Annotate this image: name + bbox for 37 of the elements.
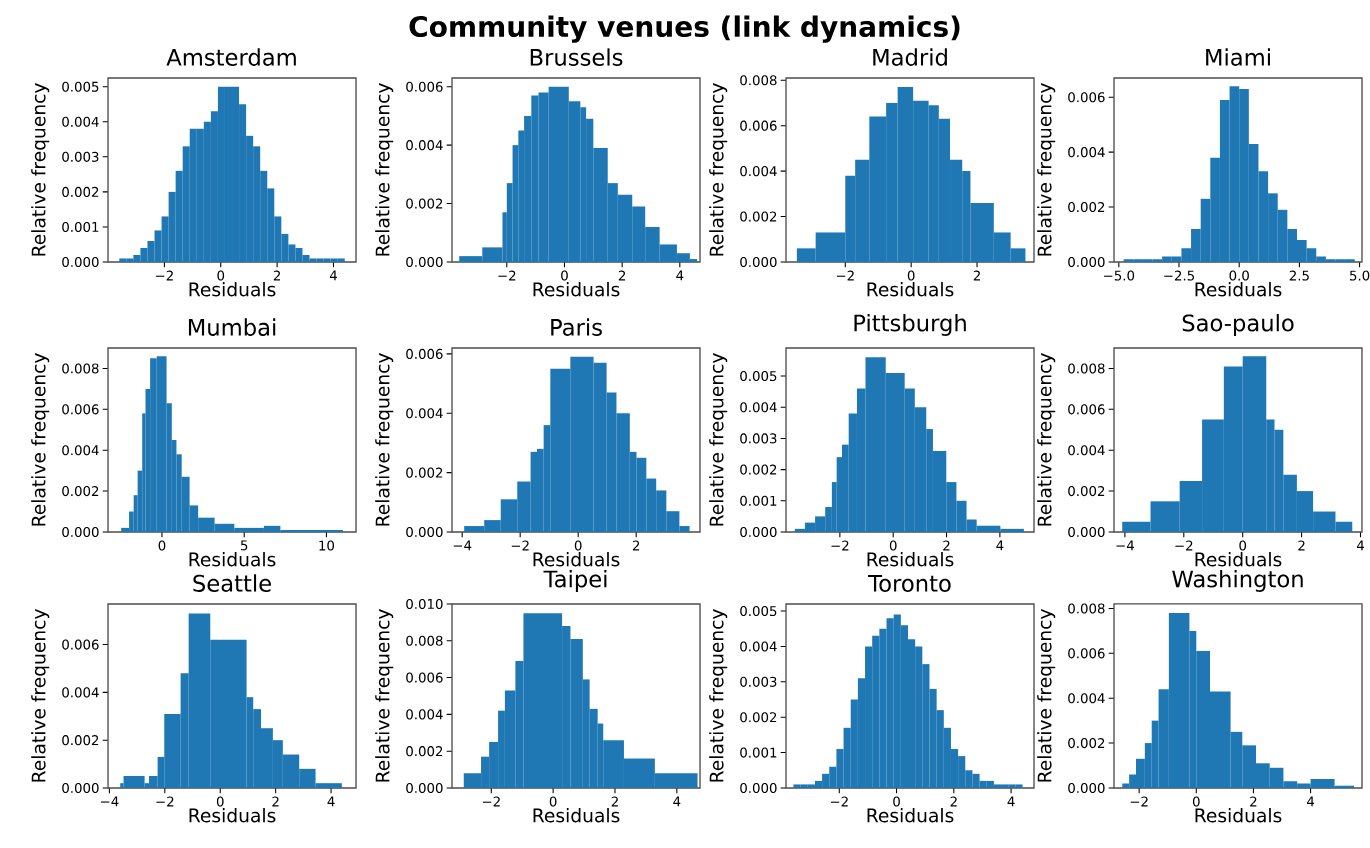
y-axis-title: Relative frequency (375, 609, 394, 782)
y-axis-title: Relative frequency (31, 83, 50, 256)
y-axis-title: Relative frequency (375, 353, 394, 526)
x-axis-title: Residuals (867, 552, 954, 567)
chart-title: Toronto (868, 575, 951, 592)
chart-title: Miami (1206, 48, 1270, 66)
chart-title: Madrid (873, 48, 947, 66)
y-axis-title: Relative frequency (1037, 609, 1056, 782)
chart-title: Pittsburgh (854, 313, 966, 336)
x-axis-title: Residuals (867, 808, 954, 823)
chart-title: Brussels (530, 48, 623, 66)
y-axis-title: Relative frequency (1037, 353, 1056, 526)
text: Community venues (link dynamics) (409, 15, 960, 43)
x-axis-title: Residuals (189, 282, 276, 297)
x-axis-title: Residuals (533, 282, 620, 297)
chart-title: Mumbai (188, 318, 276, 336)
y-axis-title: Relative frequency (709, 609, 728, 782)
x-axis-title: Residuals (189, 808, 276, 823)
y-axis-title: Relative frequency (1037, 83, 1056, 256)
x-axis-title: Residuals (533, 808, 620, 823)
x-axis-title: Residuals (1195, 282, 1282, 297)
y-axis-title: Relative frequency (709, 353, 728, 526)
y-axis-title: Relative frequency (709, 83, 728, 256)
chart-title: Paris (551, 318, 602, 336)
x-axis-title: Residuals (867, 282, 954, 297)
chart-title: Seattle (193, 574, 271, 592)
chart-title: Taipei (543, 569, 607, 592)
x-axis-title: Residuals (1195, 808, 1282, 823)
x-axis-title: Residuals (1195, 552, 1282, 567)
chart-title: Washington (1172, 569, 1303, 592)
y-axis-title: Relative frequency (375, 83, 394, 256)
y-axis-title: Relative frequency (31, 353, 50, 526)
x-axis-title: Residuals (189, 552, 276, 567)
x-axis-title: Residuals (533, 552, 620, 567)
chart-title: Sao-paulo (1182, 313, 1294, 336)
chart-title: Amsterdam (166, 48, 296, 66)
y-axis-title: Relative frequency (31, 609, 50, 782)
